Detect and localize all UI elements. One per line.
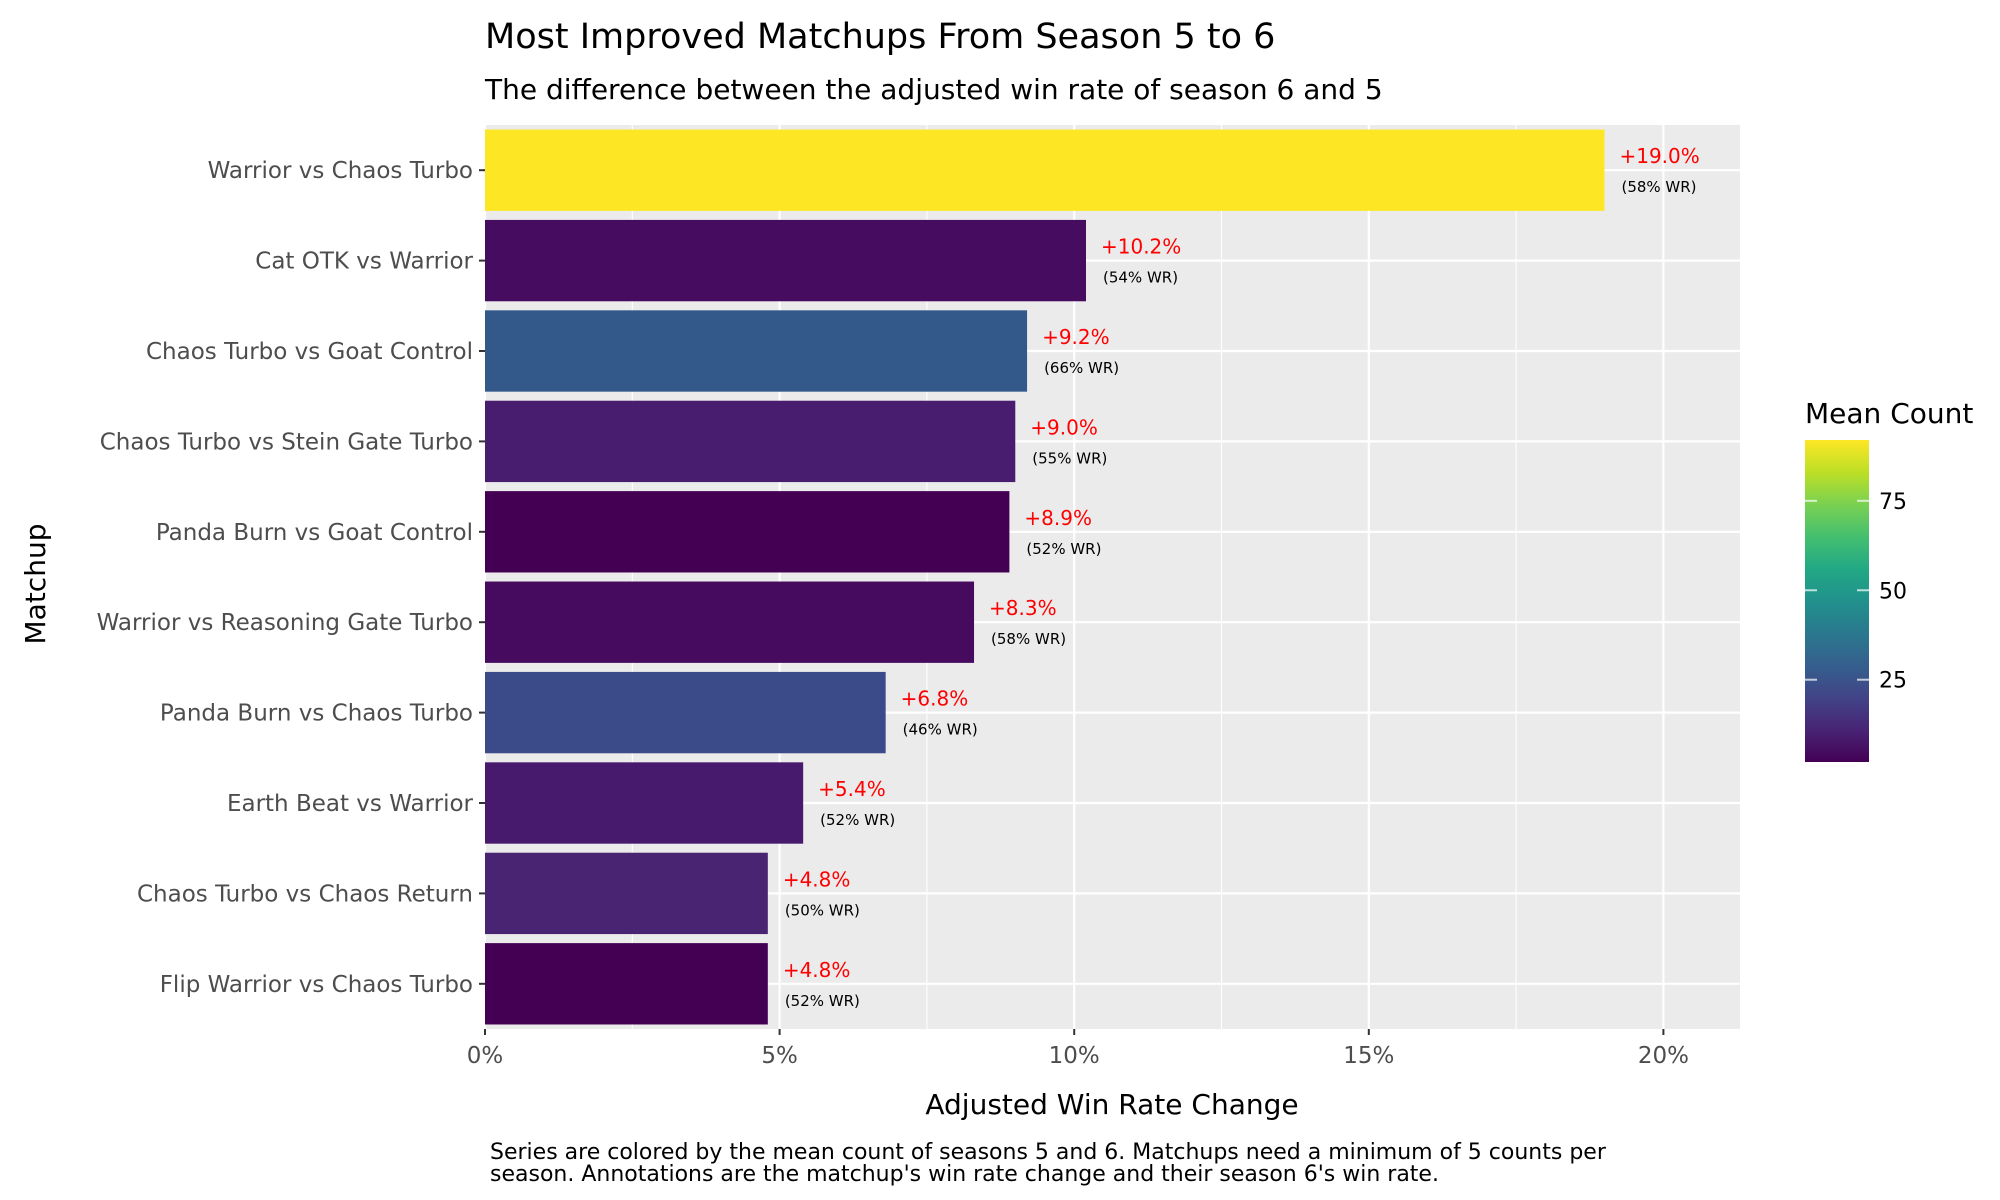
bar-winrate-label: (52% WR)	[820, 811, 895, 829]
y-tick-label: Cat OTK vs Warrior	[255, 249, 473, 275]
y-axis: Warrior vs Chaos Turbo Cat OTK vs Warrior…	[97, 158, 485, 998]
bars	[485, 129, 1605, 1025]
bar-change-label: +6.8%	[901, 687, 969, 711]
legend-tick-label: 50	[1879, 579, 1907, 604]
y-tick-label: Warrior vs Reasoning Gate Turbo	[97, 610, 473, 636]
x-tick-label: 0%	[467, 1043, 504, 1069]
x-tick-label: 10%	[1049, 1043, 1100, 1069]
y-tick-label: Flip Warrior vs Chaos Turbo	[160, 972, 473, 998]
bar-change-label: +10.2%	[1101, 235, 1181, 259]
x-axis: 0% 5% 10% 15% 20%	[467, 1029, 1689, 1069]
y-axis-title: Matchup	[19, 524, 52, 645]
bar	[485, 491, 1010, 573]
caption-line-2: season. Annotations are the matchup's wi…	[490, 1162, 1439, 1187]
y-tick-label: Chaos Turbo vs Chaos Return	[137, 881, 473, 907]
bar-winrate-label: (66% WR)	[1044, 359, 1119, 377]
x-tick-label: 20%	[1638, 1043, 1689, 1069]
y-tick-label: Earth Beat vs Warrior	[227, 791, 474, 817]
bar-winrate-label: (52% WR)	[785, 992, 860, 1010]
chart-subtitle: The difference between the adjusted win …	[484, 73, 1383, 106]
bar-change-label: +9.2%	[1042, 325, 1110, 349]
bar-winrate-label: (46% WR)	[903, 721, 978, 739]
bar	[485, 671, 886, 754]
bar	[485, 219, 1086, 302]
bar-change-label: +8.3%	[989, 596, 1057, 620]
bar	[485, 310, 1028, 392]
legend-ticks: 25 50 75	[1805, 490, 1907, 694]
bar	[485, 943, 768, 1025]
bar-change-label: +19.0%	[1619, 144, 1699, 168]
x-tick-label: 5%	[761, 1043, 798, 1069]
y-tick-label: Panda Burn vs Goat Control	[156, 520, 473, 546]
y-tick-label: Chaos Turbo vs Goat Control	[146, 339, 473, 365]
y-tick-label: Chaos Turbo vs Stein Gate Turbo	[100, 429, 473, 455]
x-tick-label: 15%	[1343, 1043, 1394, 1069]
bar-winrate-label: (50% WR)	[785, 901, 860, 919]
bar-change-label: +4.8%	[783, 867, 851, 891]
bar	[485, 400, 1016, 483]
legend-tick-label: 75	[1879, 490, 1907, 515]
bar-change-label: +8.9%	[1024, 506, 1092, 530]
x-axis-title: Adjusted Win Rate Change	[925, 1088, 1298, 1121]
bar-change-label: +5.4%	[818, 777, 886, 801]
legend-tick-label: 25	[1879, 669, 1907, 694]
bar-winrate-label: (55% WR)	[1032, 449, 1107, 467]
bar	[485, 581, 975, 663]
bar	[485, 129, 1605, 211]
bar-winrate-label: (58% WR)	[991, 630, 1066, 648]
legend-title: Mean Count	[1805, 397, 1973, 430]
bar	[485, 852, 768, 935]
legend-colorbar	[1805, 440, 1869, 762]
annotations: +19.0% (58% WR) +10.2% (54% WR) +9.2% (66% WR…	[783, 144, 1700, 1010]
caption-line-1: Series are colored by the mean count of …	[490, 1140, 1607, 1165]
bar-change-label: +9.0%	[1030, 415, 1098, 439]
bar-winrate-label: (54% WR)	[1103, 269, 1178, 287]
bar-winrate-label: (58% WR)	[1621, 178, 1696, 196]
bar-winrate-label: (52% WR)	[1026, 540, 1101, 558]
chart-title: Most Improved Matchups From Season 5 to …	[485, 17, 1275, 57]
y-tick-label: Panda Burn vs Chaos Turbo	[160, 701, 473, 727]
y-tick-label: Warrior vs Chaos Turbo	[208, 158, 473, 184]
bar-change-label: +4.8%	[783, 958, 851, 982]
bar	[485, 762, 804, 844]
